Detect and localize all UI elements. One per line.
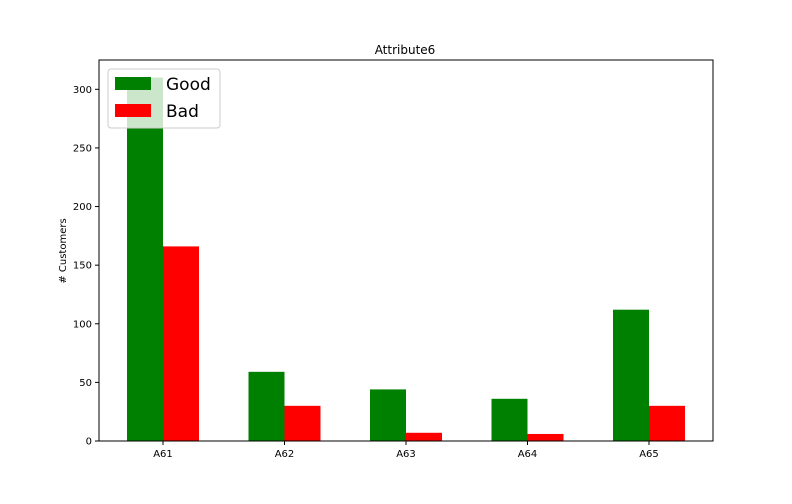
bar-good-a63 (370, 389, 406, 441)
bar-good-a65 (613, 309, 649, 441)
x-tick-label: A62 (275, 449, 295, 460)
bar-bad-a63 (406, 432, 442, 441)
x-tick-label: A63 (396, 449, 416, 460)
y-tick-label: 100 (73, 319, 92, 330)
legend-label-good: Good (166, 75, 211, 95)
y-tick-label: 0 (86, 437, 92, 448)
x-tick-label: A65 (639, 449, 659, 460)
legend-label-bad: Bad (166, 102, 199, 122)
bar-good-a62 (248, 371, 285, 441)
y-tick-label: 250 (73, 143, 92, 154)
bar-good-a64 (491, 398, 528, 441)
x-axis-ticks: A61 A62 A63 A64 A65 (153, 441, 659, 460)
x-tick-label: A61 (153, 449, 173, 460)
y-tick-label: 300 (73, 85, 92, 96)
y-axis-ticks: 0 50 100 150 200 250 300 (73, 85, 99, 448)
bar-bad-a61 (163, 246, 199, 441)
chart-title: Attribute6 (375, 43, 436, 57)
bar-bad-a62 (284, 405, 321, 441)
y-axis-label: # Customers (58, 218, 69, 283)
bar-good-a61 (127, 77, 163, 441)
legend-swatch-bad (115, 104, 151, 117)
bar-bad-a64 (527, 433, 564, 441)
legend-swatch-good (115, 77, 151, 90)
x-tick-label: A64 (518, 449, 538, 460)
bars-group (127, 77, 685, 441)
y-tick-label: 150 (73, 261, 92, 272)
bar-bad-a65 (649, 405, 685, 441)
y-tick-label: 200 (73, 202, 92, 213)
y-tick-label: 50 (79, 378, 92, 389)
legend: Good Bad (107, 68, 221, 129)
plot-frame (98, 59, 714, 442)
